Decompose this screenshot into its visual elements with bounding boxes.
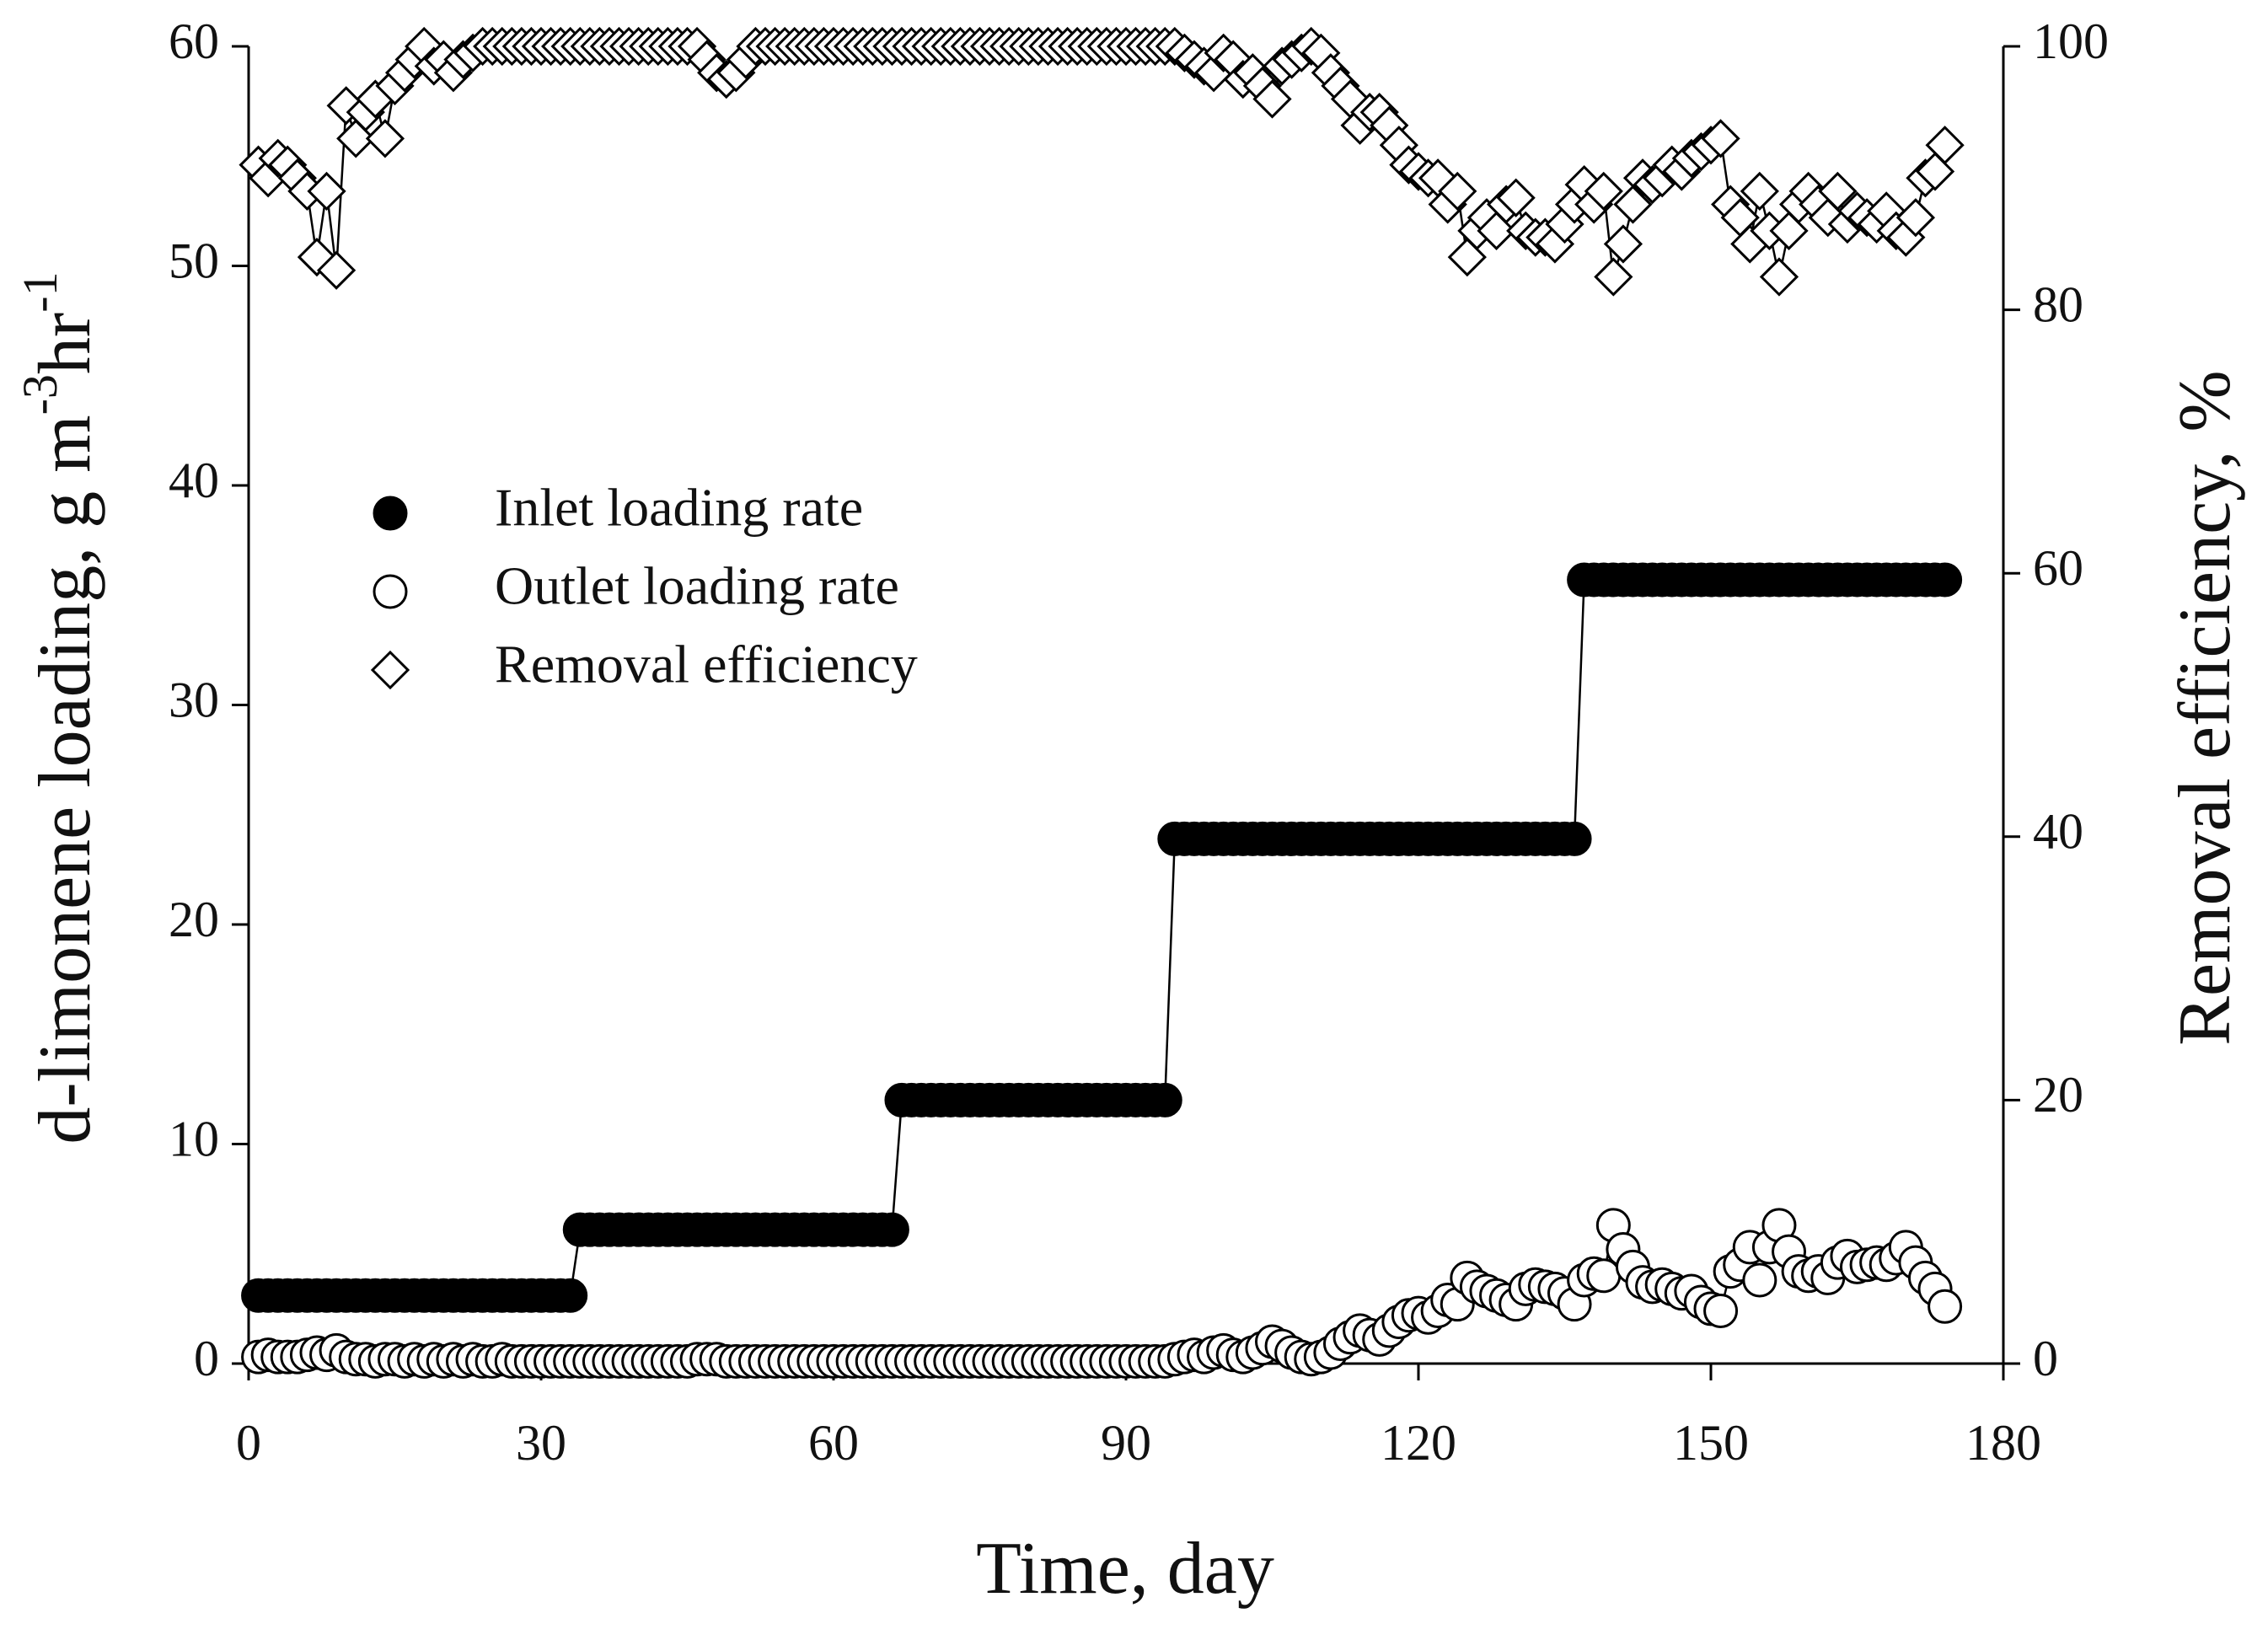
x-tick-label: 120	[1381, 1415, 1456, 1471]
y2-tick-label: 80	[2033, 276, 2083, 332]
diamond-marker	[1438, 171, 1477, 212]
legend-marker	[373, 496, 408, 531]
diamond-marker	[365, 119, 405, 158]
y-tick-label: 30	[169, 672, 219, 727]
open-circle-marker	[1703, 1293, 1739, 1328]
x-axis-title: Time, day	[976, 1528, 1274, 1610]
y-tick-label: 10	[169, 1111, 219, 1166]
filled-circle-marker	[1557, 821, 1592, 856]
diamond-marker	[1701, 119, 1740, 158]
diamond-marker	[1925, 126, 1965, 165]
y2-tick-label: 100	[2033, 13, 2109, 69]
diamond-marker	[1740, 171, 1779, 212]
diamond-marker	[1759, 257, 1799, 297]
open-circle-marker	[1928, 1289, 1963, 1324]
legend-marker	[370, 650, 410, 690]
y-tick-label: 60	[169, 13, 219, 69]
filled-circle-marker	[874, 1212, 909, 1247]
legend-label: Outlet loading rate	[495, 556, 899, 616]
x-tick-label: 60	[808, 1415, 859, 1471]
x-tick-label: 90	[1101, 1415, 1151, 1471]
diamond-marker	[1584, 171, 1623, 212]
y2-axis-title: Removal efficiency, %	[2164, 370, 2246, 1045]
superscript: -3	[13, 374, 67, 415]
x-tick-label: 30	[516, 1415, 566, 1471]
legend-label: Removal efficiency	[495, 635, 918, 694]
diamond-marker	[1603, 224, 1643, 264]
diamond-marker	[1496, 178, 1536, 217]
y-tick-label: 40	[169, 453, 219, 508]
diamond-marker	[1895, 198, 1936, 238]
diamond-marker	[316, 250, 357, 290]
superscript: -1	[13, 271, 67, 312]
diamond-marker	[1594, 257, 1633, 297]
y-tick-label: 50	[169, 233, 219, 288]
legend-label: Inlet loading rate	[495, 478, 863, 538]
x-tick-label: 0	[236, 1415, 261, 1471]
x-tick-label: 150	[1673, 1415, 1749, 1471]
y-tick-label: 20	[169, 892, 219, 947]
diamond-marker	[1252, 79, 1292, 119]
diamond-marker	[1818, 171, 1858, 212]
y-tick-label: 0	[194, 1331, 219, 1386]
diamond-marker	[307, 171, 346, 212]
y2-tick-label: 60	[2033, 540, 2083, 596]
filled-circle-marker	[553, 1278, 588, 1313]
y2-tick-label: 0	[2033, 1331, 2058, 1386]
x-tick-label: 180	[1965, 1415, 2041, 1471]
label-part: d-limonene loading, g m	[24, 415, 106, 1144]
y-axis-title-text: d-limonene loading, g m-3hr-1	[13, 271, 106, 1144]
filled-circle-marker	[1147, 1082, 1182, 1117]
open-circle-marker	[1742, 1262, 1777, 1298]
legend-marker	[373, 574, 408, 609]
y2-tick-label: 40	[2033, 804, 2083, 860]
label-part: hr	[24, 313, 106, 374]
y-axis-title: d-limonene loading, g m-3hr-1	[13, 271, 106, 1144]
y2-tick-label: 20	[2033, 1067, 2083, 1123]
filled-circle-marker	[1928, 562, 1963, 598]
